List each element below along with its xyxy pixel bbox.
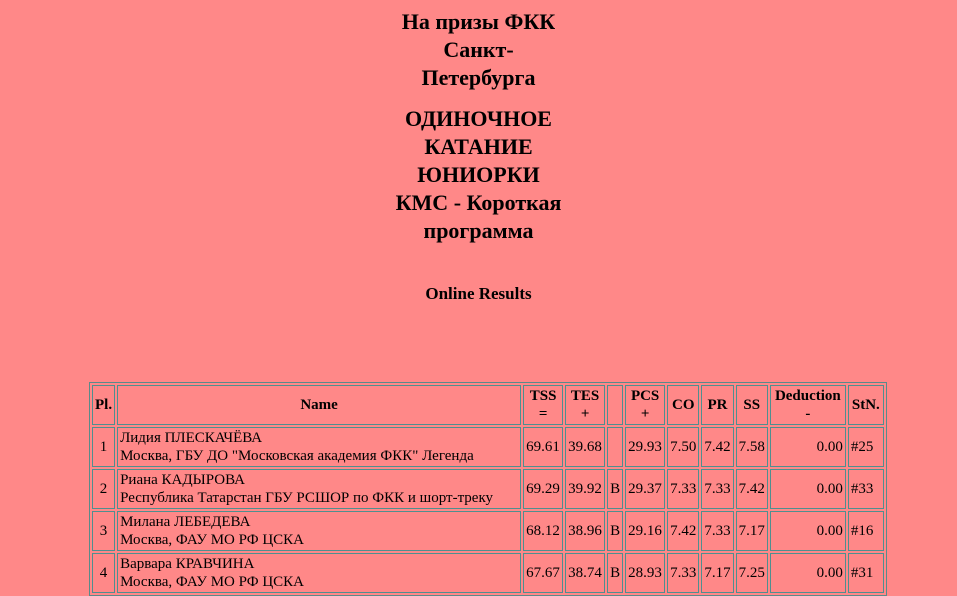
ss-cell: 7.17 — [735, 511, 768, 551]
skater-name: Лидия ПЛЕСКАЧЁВА — [120, 430, 263, 446]
tss-cell: 69.61 — [523, 427, 564, 467]
results-table: Pl. Name TSS = TES + PCS + CO PR SS Deduction - StN. … — [89, 382, 887, 596]
bonus-cell: B — [607, 553, 624, 593]
pcs-cell: 29.93 — [625, 427, 666, 467]
name-cell: Лидия ПЛЕСКАЧЁВА Москва, ГБУ ДО "Московск… — [117, 427, 522, 467]
table-row: 4 Варвара КРАВЧИНА Москва, ФАУ МО РФ ЦСКА 6… — [92, 553, 884, 593]
co-cell: 7.33 — [667, 469, 700, 509]
name-cell: Милана ЛЕБЕДЕВА Москва, ФАУ МО РФ ЦСКА — [117, 511, 522, 551]
co-cell: 7.33 — [667, 553, 700, 593]
co-cell: 7.42 — [667, 511, 700, 551]
tss-cell: 68.12 — [523, 511, 564, 551]
ss-cell: 7.42 — [735, 469, 768, 509]
bonus-cell: B — [607, 469, 624, 509]
tss-cell: 69.29 — [523, 469, 564, 509]
skater-name: Милана ЛЕБЕДЕВА — [120, 514, 251, 530]
start-number-cell: #16 — [847, 511, 884, 551]
pr-cell: 7.33 — [701, 511, 734, 551]
ss-cell: 7.58 — [735, 427, 768, 467]
column-header: Pl. — [92, 385, 116, 425]
tes-cell: 38.96 — [565, 511, 606, 551]
tes-cell: 38.74 — [565, 553, 606, 593]
tes-cell: 39.92 — [565, 469, 606, 509]
deduction-cell: 0.00 — [769, 553, 846, 593]
place-cell: 1 — [92, 427, 116, 467]
skater-club: Москва, ГБУ ДО "Московская академия ФКК"… — [120, 448, 474, 464]
deduction-cell: 0.00 — [769, 469, 846, 509]
place-cell: 3 — [92, 511, 116, 551]
column-header: CO — [667, 385, 700, 425]
pcs-cell: 28.93 — [625, 553, 666, 593]
place-cell: 4 — [92, 553, 116, 593]
start-number-cell: #33 — [847, 469, 884, 509]
category-title: ОДИНОЧНОЕ КАТАНИЕ ЮНИОРКИ КМС - Короткая… — [395, 106, 562, 243]
skater-name: Риана КАДЫРОВА — [120, 472, 245, 488]
pcs-cell: 29.16 — [625, 511, 666, 551]
skater-name: Варвара КРАВЧИНА — [120, 556, 255, 572]
subtitle: Online Results — [425, 284, 532, 303]
column-header: PR — [701, 385, 734, 425]
skater-club: Москва, ФАУ МО РФ ЦСКА — [120, 532, 304, 548]
skater-club: Республика Татарстан ГБУ РСШОР по ФКК и … — [120, 490, 494, 506]
column-header: TSS = — [523, 385, 564, 425]
table-row: 3 Милана ЛЕБЕДЕВА Москва, ФАУ МО РФ ЦСКА 68… — [92, 511, 884, 551]
column-header: Deduction - — [769, 385, 846, 425]
column-header: TES + — [565, 385, 606, 425]
deduction-cell: 0.00 — [769, 427, 846, 467]
table-row: 2 Риана КАДЫРОВА Республика Татарстан ГБУ … — [92, 469, 884, 509]
bonus-cell — [607, 427, 624, 467]
event-title: На призы ФКК Санкт-Петербурга ОДИНОЧНОЕ К… — [389, 8, 569, 245]
bonus-cell: B — [607, 511, 624, 551]
tes-cell: 39.68 — [565, 427, 606, 467]
column-header: SS — [735, 385, 768, 425]
deduction-cell: 0.00 — [769, 511, 846, 551]
pr-cell: 7.42 — [701, 427, 734, 467]
column-header: Name — [117, 385, 522, 425]
skater-club: Москва, ФАУ МО РФ ЦСКА — [120, 574, 304, 590]
pr-cell: 7.33 — [701, 469, 734, 509]
name-cell: Риана КАДЫРОВА Республика Татарстан ГБУ Р… — [117, 469, 522, 509]
table-row: 1 Лидия ПЛЕСКАЧЁВА Москва, ГБУ ДО "Московс… — [92, 427, 884, 467]
column-header: PCS + — [625, 385, 666, 425]
co-cell: 7.50 — [667, 427, 700, 467]
pcs-cell: 29.37 — [625, 469, 666, 509]
start-number-cell: #25 — [847, 427, 884, 467]
column-header — [607, 385, 624, 425]
name-cell: Варвара КРАВЧИНА Москва, ФАУ МО РФ ЦСКА — [117, 553, 522, 593]
pr-cell: 7.17 — [701, 553, 734, 593]
ss-cell: 7.25 — [735, 553, 768, 593]
column-header: StN. — [847, 385, 884, 425]
start-number-cell: #31 — [847, 553, 884, 593]
tss-cell: 67.67 — [523, 553, 564, 593]
place-cell: 2 — [92, 469, 116, 509]
